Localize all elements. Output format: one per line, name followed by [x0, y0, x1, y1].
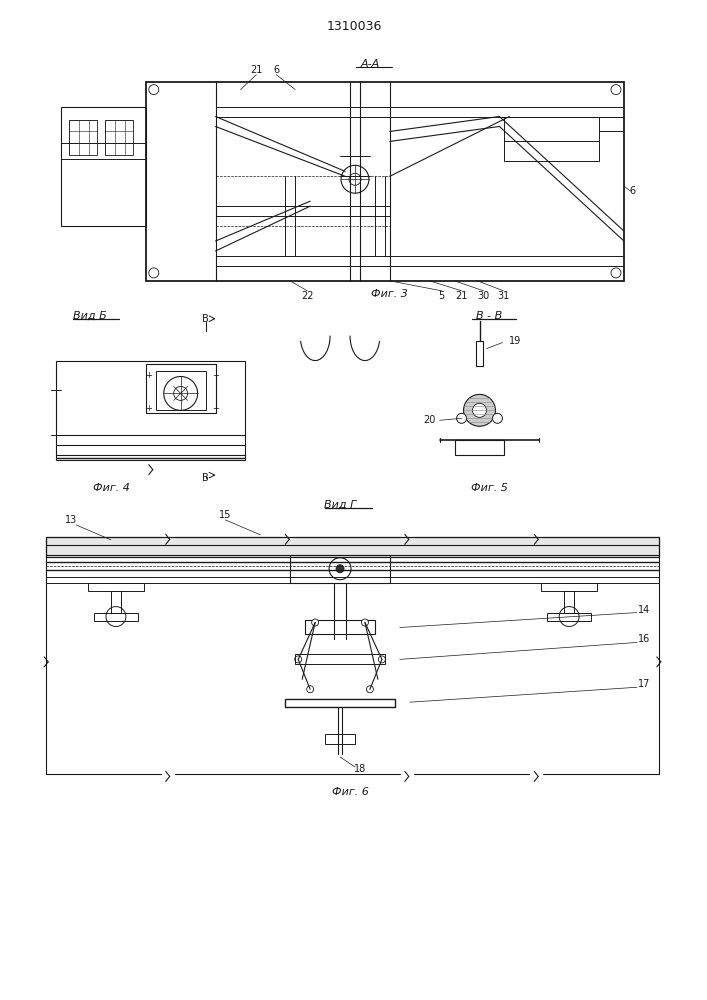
Text: 19: 19 [509, 336, 522, 346]
Bar [547, 613, 591, 621]
Text: 20: 20 [423, 415, 436, 425]
Bar [564, 591, 574, 613]
Bar [542, 583, 597, 591]
Text: Фиг. 5: Фиг. 5 [471, 483, 508, 493]
Circle shape [312, 619, 319, 626]
Bar [61, 107, 146, 226]
Text: +: + [212, 371, 219, 380]
Text: 21: 21 [250, 65, 262, 75]
Bar [111, 591, 121, 613]
Text: 18: 18 [354, 764, 366, 774]
Bar [291, 555, 390, 583]
Bar [94, 613, 138, 621]
Text: 30: 30 [477, 291, 490, 301]
Text: А-А: А-А [361, 59, 380, 69]
Text: Фиг. 4: Фиг. 4 [93, 483, 129, 493]
Text: 6: 6 [273, 65, 279, 75]
Text: 15: 15 [219, 510, 232, 520]
Bar [156, 371, 206, 410]
Circle shape [457, 413, 467, 423]
Bar [88, 583, 144, 591]
Bar [455, 440, 504, 455]
Bar [305, 620, 375, 634]
Text: В - В: В - В [477, 311, 503, 321]
Bar [56, 361, 245, 460]
Text: 1310036: 1310036 [327, 20, 382, 33]
Bar [504, 117, 599, 161]
Bar [285, 699, 395, 707]
Circle shape [472, 403, 486, 417]
Circle shape [295, 656, 302, 663]
Circle shape [336, 565, 344, 573]
Bar [69, 120, 97, 155]
Bar [325, 734, 355, 744]
Bar [476, 341, 484, 366]
Circle shape [366, 686, 373, 693]
Text: В: В [202, 473, 209, 483]
Text: 31: 31 [497, 291, 510, 301]
Bar [296, 654, 385, 664]
Circle shape [349, 173, 361, 185]
Circle shape [307, 686, 314, 693]
Circle shape [378, 656, 385, 663]
Circle shape [361, 619, 368, 626]
Circle shape [493, 413, 503, 423]
Bar [146, 364, 216, 413]
Text: 21: 21 [455, 291, 468, 301]
Text: +: + [146, 371, 152, 380]
Bar [46, 537, 659, 557]
Text: Фиг. 6: Фиг. 6 [332, 787, 368, 797]
Text: Вид Г: Вид Г [324, 500, 356, 510]
Text: +: + [146, 404, 152, 413]
Bar [105, 120, 133, 155]
Text: Вид Б: Вид Б [73, 311, 107, 321]
Text: 6: 6 [630, 186, 636, 196]
Text: 5: 5 [438, 291, 445, 301]
Text: +: + [212, 404, 219, 413]
Text: 14: 14 [638, 605, 650, 615]
Bar [46, 537, 659, 557]
Text: 16: 16 [638, 634, 650, 644]
Text: В: В [202, 314, 209, 324]
Text: 13: 13 [65, 515, 77, 525]
Text: Фиг. 3: Фиг. 3 [371, 289, 409, 299]
Text: 22: 22 [301, 291, 313, 301]
Bar [146, 82, 624, 281]
Circle shape [464, 394, 496, 426]
Text: 17: 17 [638, 679, 650, 689]
